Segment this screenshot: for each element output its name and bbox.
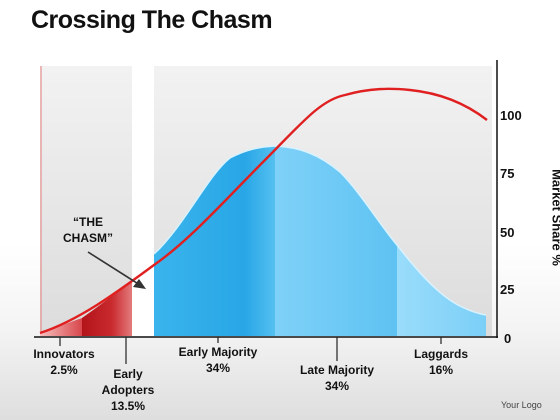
adoption-curve <box>39 87 488 335</box>
chasm-arrow <box>87 251 141 286</box>
y-tick-0: 0 <box>504 331 512 346</box>
innovators-label: Innovators 2.5% <box>24 346 104 378</box>
chasm-gap <box>132 66 154 336</box>
y-tick-25: 25 <box>500 282 515 297</box>
late-majority-label: Late Majority 34% <box>285 362 389 394</box>
early-majority-segment <box>154 146 275 336</box>
logo-text: Your Logo <box>501 400 542 410</box>
y-tick-50: 50 <box>500 225 515 240</box>
late-majority-name: Late Majority <box>299 363 374 377</box>
innovators-pct: 2.5% <box>50 363 78 377</box>
early-adopters-label: Early Adopters 13.5% <box>96 366 160 414</box>
y-axis-label: Market Share % <box>549 169 560 266</box>
laggards-pct: 16% <box>428 363 454 377</box>
early-adopters-pct: 13.5% <box>110 399 146 413</box>
early-majority-pct: 34% <box>205 361 231 375</box>
laggards-segment <box>397 245 486 336</box>
y-tick-100: 100 <box>500 108 522 123</box>
chasm-arrowhead <box>133 279 146 289</box>
innovators-segment <box>40 318 82 336</box>
late-majority-pct: 34% <box>324 379 350 393</box>
early-majority-label: Early Majority 34% <box>168 344 268 376</box>
innovators-name: Innovators <box>33 347 95 361</box>
laggards-name: Laggards <box>413 347 468 361</box>
early-adopters-name2: Adopters <box>101 383 155 397</box>
page-title: Crossing The Chasm <box>31 6 273 34</box>
chasm-label: “THE CHASM” <box>60 214 116 246</box>
early-adopters-name1: Early <box>113 367 143 381</box>
early-majority-name: Early Majority <box>178 345 258 359</box>
chasm-label-line2: CHASM” <box>63 231 113 245</box>
laggards-label: Laggards 16% <box>404 346 478 378</box>
late-majority-segment <box>275 146 397 336</box>
chasm-label-line1: “THE <box>73 215 103 229</box>
early-adopters-segment <box>82 280 132 336</box>
y-tick-75: 75 <box>500 166 515 181</box>
